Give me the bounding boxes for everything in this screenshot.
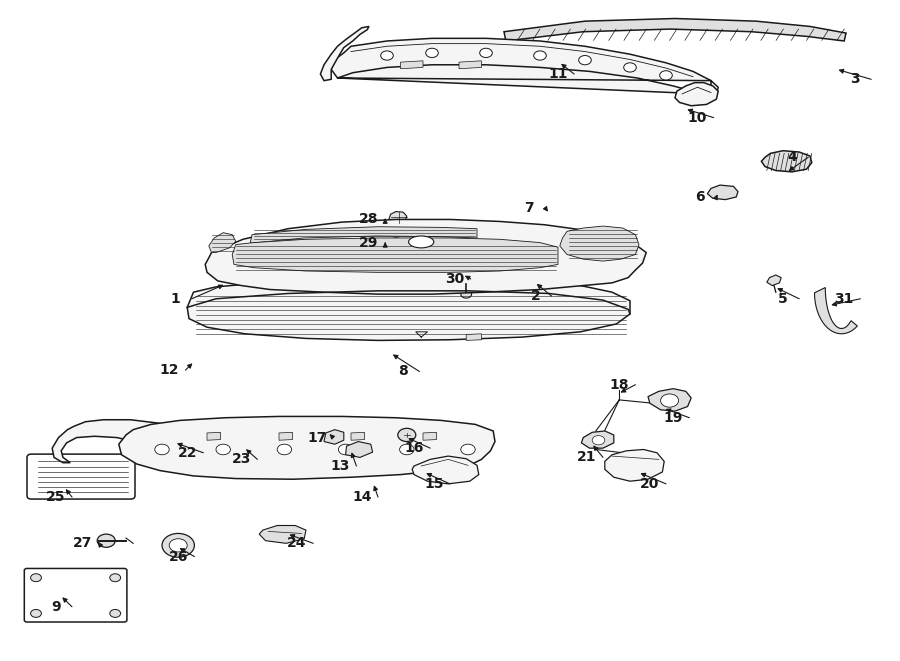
Polygon shape [648,389,691,411]
Text: 11: 11 [548,67,568,81]
Text: 22: 22 [177,446,197,460]
Text: 9: 9 [51,600,60,614]
Circle shape [579,56,591,65]
Circle shape [426,48,438,58]
Circle shape [338,444,353,455]
Circle shape [110,574,121,582]
Text: 30: 30 [445,272,464,286]
Polygon shape [605,449,664,481]
Ellipse shape [391,238,401,244]
Polygon shape [459,61,482,69]
Text: 24: 24 [287,536,307,551]
Polygon shape [423,432,436,440]
Polygon shape [279,432,292,440]
Circle shape [162,533,194,557]
Text: 2: 2 [531,289,540,303]
Circle shape [216,444,230,455]
Polygon shape [207,432,220,440]
Text: 3: 3 [850,72,860,87]
Polygon shape [346,442,373,457]
Circle shape [592,436,605,445]
Circle shape [97,534,115,547]
Circle shape [660,71,672,80]
Polygon shape [814,288,858,334]
Circle shape [534,51,546,60]
Text: 10: 10 [688,110,707,125]
Circle shape [155,444,169,455]
Text: 29: 29 [359,236,379,251]
Polygon shape [320,26,369,81]
Text: 20: 20 [640,477,660,491]
Polygon shape [466,334,482,340]
Polygon shape [412,456,479,484]
Circle shape [459,270,473,280]
Polygon shape [389,212,407,224]
Polygon shape [259,525,306,543]
Circle shape [277,444,292,455]
Text: 15: 15 [424,477,444,491]
Text: 19: 19 [663,410,683,425]
Polygon shape [324,430,344,444]
FancyBboxPatch shape [27,454,135,499]
Text: 18: 18 [609,377,629,392]
Text: 25: 25 [46,490,66,504]
Text: 16: 16 [404,441,424,455]
Circle shape [661,394,679,407]
Polygon shape [675,83,718,106]
Text: 12: 12 [159,363,179,377]
Text: 14: 14 [352,490,372,504]
Polygon shape [205,219,646,294]
Polygon shape [250,227,477,243]
Circle shape [461,444,475,455]
Text: 21: 21 [577,450,597,465]
Circle shape [31,609,41,617]
Text: 17: 17 [307,430,327,445]
Text: 4: 4 [788,150,796,165]
Text: 27: 27 [73,536,93,551]
Circle shape [400,444,414,455]
Text: 6: 6 [696,190,705,204]
Circle shape [169,539,187,552]
Polygon shape [581,431,614,448]
Circle shape [31,574,41,582]
Text: 8: 8 [399,364,408,379]
Circle shape [461,290,472,298]
Polygon shape [767,275,781,286]
Polygon shape [351,432,364,440]
Text: 28: 28 [359,212,379,227]
Polygon shape [560,226,639,261]
Circle shape [398,428,416,442]
Text: 31: 31 [834,292,854,306]
Text: 23: 23 [231,452,251,467]
Text: 13: 13 [330,459,350,473]
Circle shape [624,63,636,72]
FancyBboxPatch shape [24,568,127,622]
Polygon shape [209,233,236,253]
Ellipse shape [388,236,404,245]
Polygon shape [707,185,738,200]
Circle shape [454,266,479,284]
Polygon shape [232,238,558,272]
Polygon shape [119,416,495,479]
Polygon shape [236,439,263,457]
Polygon shape [331,38,718,100]
Circle shape [110,609,121,617]
Polygon shape [52,420,234,468]
Polygon shape [504,19,846,41]
Text: 5: 5 [778,292,788,306]
Text: 1: 1 [171,292,180,306]
Circle shape [480,48,492,58]
Circle shape [381,51,393,60]
Text: 7: 7 [525,201,534,215]
Polygon shape [761,151,812,172]
Text: 26: 26 [168,549,188,564]
Ellipse shape [409,236,434,248]
Polygon shape [187,279,630,340]
Polygon shape [400,61,423,69]
